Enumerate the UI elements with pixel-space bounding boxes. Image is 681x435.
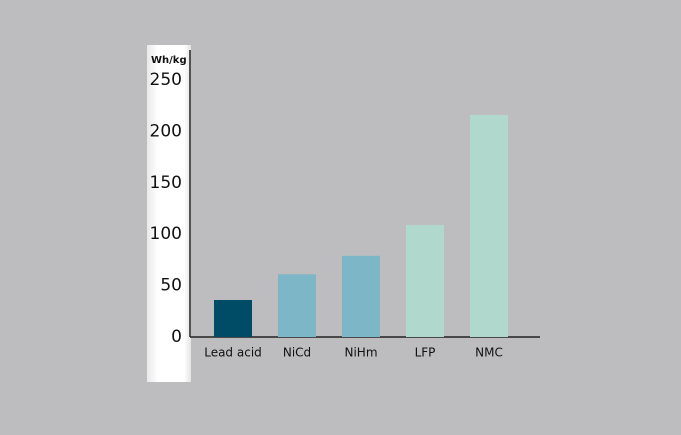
axis-panel: [147, 45, 191, 382]
y-unit: Wh/kg: [151, 55, 187, 66]
x-tick-label: Lead acid: [204, 346, 262, 360]
y-tick-label: 100: [150, 224, 182, 244]
y-tick-label: 200: [150, 121, 182, 141]
x-tick-label: NiCd: [283, 346, 311, 360]
y-tick-label: 0: [171, 327, 182, 347]
y-tick-label: 50: [160, 276, 182, 296]
x-tick-label: NMC: [475, 346, 503, 360]
bar: [214, 299, 252, 337]
x-tick-label: NiHm: [344, 346, 377, 360]
y-tick-label: 150: [150, 173, 182, 193]
bar: [342, 255, 380, 337]
bar: [470, 114, 508, 338]
bar: [406, 224, 444, 337]
y-tick-label: 250: [150, 70, 182, 90]
x-tick-label: LFP: [415, 346, 436, 360]
bar: [278, 274, 316, 337]
